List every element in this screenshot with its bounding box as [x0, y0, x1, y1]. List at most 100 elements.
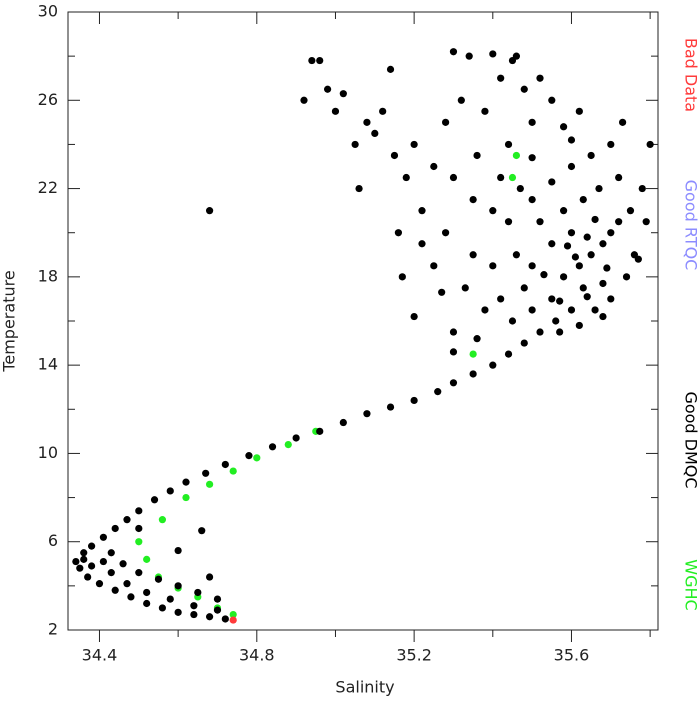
plot-frame: [68, 12, 658, 630]
point: [568, 163, 575, 170]
point: [521, 339, 528, 346]
x-axis-label: Salinity: [335, 678, 394, 697]
point: [194, 589, 201, 596]
point: [324, 86, 331, 93]
point: [470, 351, 477, 358]
point: [159, 604, 166, 611]
point: [462, 284, 469, 291]
y-tick-label: 30: [38, 2, 58, 21]
point: [489, 262, 496, 269]
point: [481, 108, 488, 115]
point: [623, 273, 630, 280]
point: [450, 348, 457, 355]
point: [159, 516, 166, 523]
point: [560, 123, 567, 130]
point: [513, 152, 520, 159]
point: [76, 565, 83, 572]
point: [639, 185, 646, 192]
point: [403, 174, 410, 181]
point: [100, 534, 107, 541]
point: [584, 293, 591, 300]
point: [536, 328, 543, 335]
point: [556, 328, 563, 335]
point: [615, 218, 622, 225]
point: [332, 108, 339, 115]
y-axis-label: Temperature: [0, 270, 19, 372]
point: [607, 295, 614, 302]
point: [548, 295, 555, 302]
point: [635, 256, 642, 263]
point: [100, 558, 107, 565]
point: [481, 306, 488, 313]
point: [108, 569, 115, 576]
point: [230, 616, 237, 623]
point: [352, 141, 359, 148]
point: [497, 75, 504, 82]
point: [615, 174, 622, 181]
point: [387, 66, 394, 73]
point: [387, 403, 394, 410]
point: [560, 273, 567, 280]
point: [536, 75, 543, 82]
point: [584, 234, 591, 241]
point: [568, 229, 575, 236]
point: [135, 525, 142, 532]
point: [599, 280, 606, 287]
point: [576, 262, 583, 269]
point: [206, 481, 213, 488]
point: [84, 573, 91, 580]
point: [647, 141, 654, 148]
legend-entry: Bad Data: [682, 38, 700, 112]
point: [489, 50, 496, 57]
point: [529, 119, 536, 126]
point: [371, 130, 378, 137]
point: [119, 560, 126, 567]
point: [529, 262, 536, 269]
point: [536, 218, 543, 225]
point: [591, 216, 598, 223]
point: [529, 196, 536, 203]
point: [513, 53, 520, 60]
point: [214, 596, 221, 603]
point: [395, 229, 402, 236]
point: [143, 589, 150, 596]
y-tick-label: 2: [48, 620, 58, 639]
x-tick-label: 35.6: [554, 646, 590, 665]
x-tick-label: 35.2: [396, 646, 432, 665]
y-tick-label: 18: [38, 266, 58, 285]
point: [627, 207, 634, 214]
point: [497, 174, 504, 181]
point: [619, 119, 626, 126]
point: [151, 496, 158, 503]
point: [418, 207, 425, 214]
point: [540, 271, 547, 278]
point: [572, 253, 579, 260]
point: [450, 48, 457, 55]
point: [509, 174, 516, 181]
point: [399, 273, 406, 280]
point: [391, 152, 398, 159]
point: [88, 543, 95, 550]
point: [112, 587, 119, 594]
point: [556, 298, 563, 305]
point: [143, 556, 150, 563]
point: [190, 602, 197, 609]
point: [529, 154, 536, 161]
point: [470, 196, 477, 203]
point: [599, 240, 606, 247]
point: [430, 262, 437, 269]
point: [470, 251, 477, 258]
point: [473, 335, 480, 342]
point: [568, 306, 575, 313]
point: [167, 596, 174, 603]
point: [564, 242, 571, 249]
point: [198, 527, 205, 534]
point: [473, 152, 480, 159]
point: [316, 57, 323, 64]
point: [489, 207, 496, 214]
point: [607, 141, 614, 148]
point: [588, 152, 595, 159]
point: [521, 284, 528, 291]
point: [505, 351, 512, 358]
